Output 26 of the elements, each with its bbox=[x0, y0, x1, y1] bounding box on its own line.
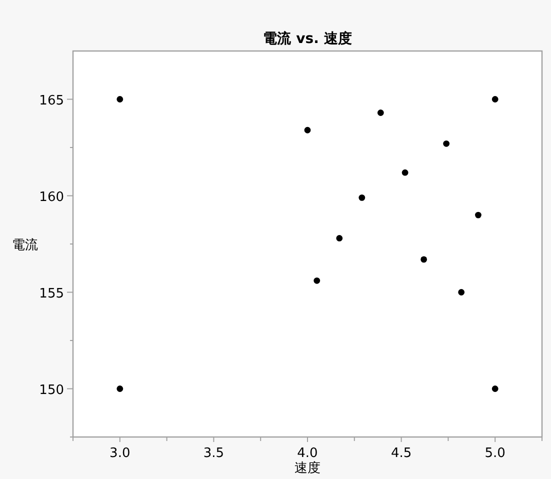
point bbox=[492, 96, 498, 102]
y-tick-label: 165 bbox=[39, 93, 64, 108]
x-tick-label: 3.5 bbox=[203, 446, 224, 461]
point bbox=[116, 386, 124, 392]
x-tick-label: 3.0 bbox=[110, 446, 130, 461]
point bbox=[492, 386, 498, 392]
point bbox=[402, 169, 408, 176]
point bbox=[377, 110, 384, 116]
x-tick-label: 4.0 bbox=[297, 446, 318, 461]
point bbox=[336, 235, 343, 242]
point bbox=[443, 140, 450, 147]
point bbox=[358, 194, 366, 201]
point bbox=[304, 126, 311, 134]
y-axis-title: 電流 bbox=[12, 237, 38, 253]
x-tick-label: 5.0 bbox=[484, 446, 506, 461]
point bbox=[475, 212, 482, 218]
x-tick-label: 4.5 bbox=[390, 446, 412, 461]
point bbox=[116, 96, 124, 102]
chart-title: 電流 vs. 速度 bbox=[263, 30, 352, 47]
y-tick-label: 160 bbox=[39, 190, 64, 205]
point bbox=[420, 256, 428, 263]
y-tick-label: 155 bbox=[39, 286, 64, 302]
point bbox=[458, 289, 465, 296]
x-axis-title: 速度 bbox=[294, 460, 320, 476]
point bbox=[314, 277, 320, 284]
y-tick-label: 150 bbox=[39, 382, 64, 398]
